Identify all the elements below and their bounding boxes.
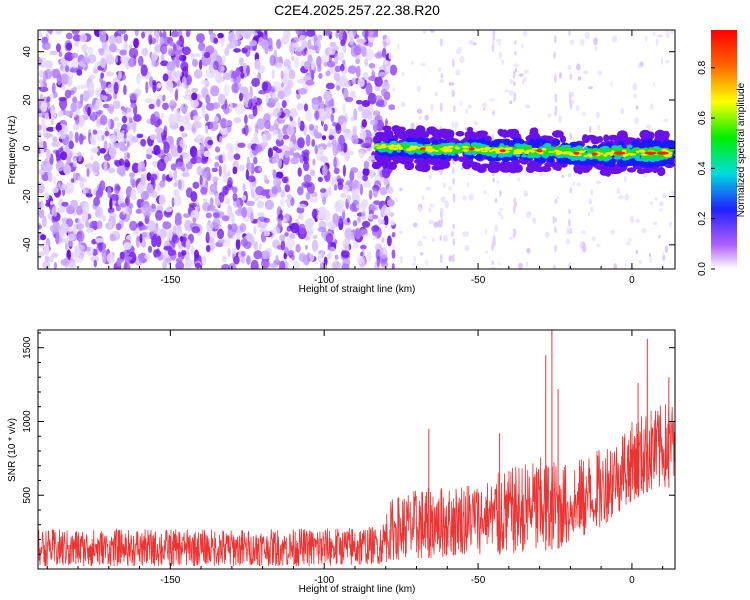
spectrogram-data [38,30,675,269]
x-tick-label: 0 [629,275,635,286]
chart-title: C2E4.2025.257.22.38.R20 [274,2,440,18]
colorbar-tick-label: 0.8 [697,60,708,74]
snr-data [38,330,675,567]
snr-background [38,330,675,569]
spectrogram-y-ticks: -40 -20 0 20 40 [22,39,675,258]
x-tick-label: -50 [471,275,486,286]
y-tick-label: 1500 [22,336,33,359]
x-tick-label: -150 [160,575,180,586]
x-tick-label: 0 [629,575,635,586]
y-tick-label: 20 [22,94,33,106]
x-tick-label: -50 [471,575,486,586]
snr-frame [37,329,676,570]
spectrogram-y-label: Frequency (Hz) [7,116,18,185]
colorbar-tick-label: 0.0 [697,262,708,276]
snr-x-ticks: -150 -100 -50 0 [46,330,664,586]
colorbar-label: Normalized spectral amplitude [736,82,747,217]
colorbar-tick-label: 0.2 [697,211,708,225]
colorbar-ticks: 0.0 0.2 0.4 0.6 0.8 [697,60,715,276]
colorbar-gradient [711,30,737,269]
y-tick-label: -40 [22,237,33,252]
y-tick-label: 1000 [22,410,33,433]
snr-x-label: Height of straight line (km) [299,584,416,595]
y-tick-label: 0 [22,145,33,151]
spectrogram-panel: -150 -100 -50 0 -40 -20 0 20 40 Height of strai… [7,29,676,295]
snr-panel: -150 -100 -50 0 500 1000 1500 Height of strai… [7,329,676,595]
spectrogram-x-ticks: -150 -100 -50 0 [46,30,664,286]
x-tick-label: -100 [314,575,334,586]
colorbar: 0.0 0.2 0.4 0.6 0.8 Normalized spectral ampl… [697,30,747,276]
x-tick-label: -100 [314,275,334,286]
x-tick-label: -150 [160,275,180,286]
colorbar-tick-label: 0.6 [697,111,708,125]
spectrogram-x-label: Height of straight line (km) [299,284,416,295]
colorbar-tick-label: 0.4 [697,161,708,175]
spectrogram-ridge [371,125,675,177]
snr-y-label: SNR (10 * v/v) [7,418,18,482]
snr-y-ticks: 500 1000 1500 [22,332,675,555]
spectrogram-noise [38,30,675,269]
y-tick-label: 500 [22,486,33,503]
y-tick-label: -20 [22,189,33,204]
snr-line [38,402,675,567]
spectrogram-frame [37,29,676,270]
y-tick-label: 40 [22,46,33,58]
